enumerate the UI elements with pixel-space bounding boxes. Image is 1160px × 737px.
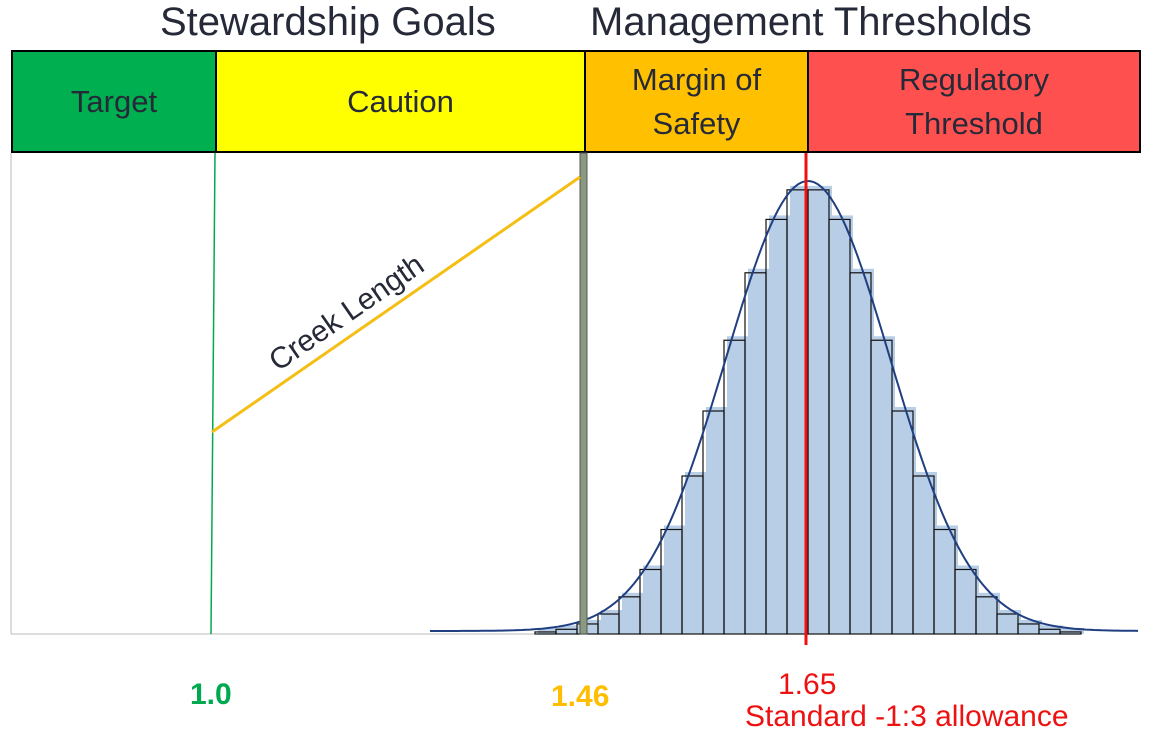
band-margin-of-safety: Margin of Safety [586,52,809,151]
histogram-bar [1059,631,1082,635]
histogram-bar-fill [727,336,748,634]
histogram-bar-fill [916,472,937,634]
histogram-bar-fill [1000,610,1021,634]
histogram-bar-fill [664,525,685,634]
histogram-bar-fill [832,215,853,634]
band-caution: Caution [217,52,586,151]
stewardship-goals-heading: Stewardship Goals [160,0,496,44]
regulatory-note-label: Standard -1:3 allowance [745,700,1069,733]
histogram-bar-fill [958,565,979,634]
histogram-bar-fill [979,592,1000,634]
histogram-bar-fill [937,525,958,634]
histogram-bar-fill [769,215,790,634]
band-margin-label: Margin of Safety [631,61,762,141]
margin-value-label: 1.46 [551,680,610,713]
management-thresholds-heading: Management Thresholds [590,0,1032,44]
histogram-bar-fill [895,407,916,634]
band-target: Target [13,52,217,151]
histogram-bar-fill [874,336,895,634]
histogram-bar-fill [811,185,832,635]
band-regulatory-threshold: Regulatory Threshold [809,52,1139,151]
histogram-bar-fill [853,268,874,634]
band-regulatory-label: Regulatory Threshold [899,61,1049,141]
margin-threshold-bar [579,152,588,635]
band-target-label: Target [70,83,158,119]
target-value-label: 1.0 [190,678,232,711]
density-curve [430,180,1139,632]
regulatory-value-label: 1.65 [778,668,837,701]
histogram-bar-fill [706,407,727,634]
target-line [210,152,216,635]
category-band-bar: Target Caution Margin of Safety Regulato… [11,50,1141,153]
histogram-bar-fill [685,472,706,634]
histogram-bar-fill [643,565,664,634]
histogram-bar-fill [622,592,643,634]
band-caution-label: Caution [347,83,454,119]
histogram-bar-fill [748,268,769,634]
histogram-bar-fill [538,627,559,634]
histogram [534,185,1084,635]
histogram-bar-fill [1063,627,1084,634]
creek-length-label: Creek Length [263,248,430,378]
creek-length-line [211,175,581,434]
histogram-bar-fill [601,610,622,634]
